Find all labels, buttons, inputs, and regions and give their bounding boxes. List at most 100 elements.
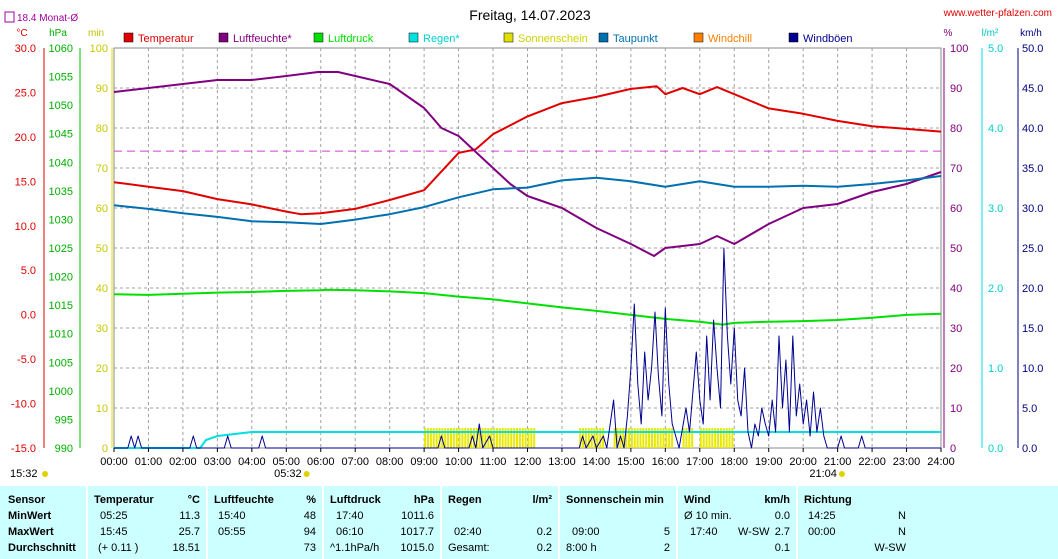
rain-tick-label: 2.0 bbox=[988, 283, 1003, 295]
site-link[interactable]: www.wetter-pfalzen.com bbox=[943, 8, 1052, 19]
x-tick-label: 07:00 bbox=[341, 456, 369, 468]
legend-label-regen: Regen* bbox=[423, 33, 460, 45]
stats-header-sensor: Sensor bbox=[8, 494, 46, 506]
stats-header-wind: Wind bbox=[684, 494, 711, 506]
temp-max-value: 25.7 bbox=[178, 526, 200, 538]
minutes-tick-label: 80 bbox=[96, 123, 108, 135]
minutes-tick-label: 70 bbox=[96, 163, 108, 175]
pressure-tick-label: 1045 bbox=[49, 129, 73, 141]
x-tick-label: 20:00 bbox=[789, 456, 817, 468]
rain-max-time: 02:40 bbox=[454, 526, 482, 538]
temp-tick-label: 5.0 bbox=[21, 265, 36, 277]
sunset-icon bbox=[838, 471, 845, 477]
pressure-tick-label: 1035 bbox=[49, 186, 73, 198]
dir-max-time: 00:00 bbox=[808, 526, 836, 538]
unit-pressure: hPa bbox=[49, 28, 67, 39]
legend-label-luftdruck: Luftdruck bbox=[328, 33, 374, 45]
minutes-tick-label: 60 bbox=[96, 203, 108, 215]
x-tick-label: 14:00 bbox=[583, 456, 611, 468]
minutes-tick-label: 50 bbox=[96, 243, 108, 255]
rain-tick-label: 3.0 bbox=[988, 203, 1003, 215]
legend-swatch-regen bbox=[408, 32, 419, 43]
rain-total-value: 0.2 bbox=[536, 542, 552, 554]
legend-swatch-taupunkt bbox=[598, 32, 609, 43]
minutes-tick-label: 0 bbox=[102, 443, 108, 455]
rain-tick-label: 4.0 bbox=[988, 123, 1003, 135]
temp-avg-value: 18.51 bbox=[172, 542, 200, 554]
temp-tick-label: -10.0 bbox=[11, 399, 36, 411]
axes: 30.0 25.0 20.0 15.0 10.0 5.0 0.0 -5.0 -10.0 -15.0… bbox=[11, 43, 1044, 455]
pressure-tick-label: 1005 bbox=[49, 357, 73, 369]
stats-unit-temp: °C bbox=[187, 494, 200, 506]
series bbox=[113, 71, 942, 449]
legend-swatch-luftdruck bbox=[313, 32, 324, 43]
legend: Temperatur Luftfeuchte* Luftdruck Regen* Son… bbox=[123, 32, 853, 45]
stats-header-luftfeuchte: Luftfeuchte bbox=[214, 494, 274, 506]
pressure-tick-label: 1015 bbox=[49, 300, 73, 312]
legend-label-sonnenschein: Sonnenschein bbox=[518, 33, 588, 45]
pres-max-time: 06:10 bbox=[336, 526, 364, 538]
x-tick-label: 12:00 bbox=[514, 456, 542, 468]
temp-max-time: 15:45 bbox=[100, 526, 128, 538]
stats-label-min: MinWert bbox=[8, 510, 52, 522]
temp-min-time: 05:25 bbox=[100, 510, 128, 522]
pressure-tick-label: 1000 bbox=[49, 386, 73, 398]
pressure-tick-label: 1030 bbox=[49, 214, 73, 226]
temp-tick-label: 20.0 bbox=[15, 132, 36, 144]
x-tick-label: 11:00 bbox=[480, 456, 507, 468]
series-line-temperatur bbox=[113, 85, 942, 216]
wind-max-direction: W-SW bbox=[738, 526, 770, 538]
temp-avg-trend: (+ 0.11 ) bbox=[98, 542, 139, 554]
wind-tick-label: 0.0 bbox=[1022, 443, 1037, 455]
humidity-tick-label: 60 bbox=[950, 203, 962, 215]
series-line-luftfeuchte bbox=[113, 71, 942, 257]
humidity-tick-label: 90 bbox=[950, 83, 962, 95]
unit-temp: °C bbox=[16, 28, 27, 39]
series-line-luftdruck bbox=[113, 288, 942, 326]
wind-tick-label: 15.0 bbox=[1022, 323, 1043, 335]
humidity-tick-label: 20 bbox=[950, 363, 962, 375]
wind-tick-label: 35.0 bbox=[1022, 163, 1043, 175]
x-tick-label: 24:00 bbox=[927, 456, 955, 468]
pressure-tick-label: 990 bbox=[55, 443, 73, 455]
rain-max-value: 0.2 bbox=[536, 526, 552, 538]
unit-percent: % bbox=[944, 28, 953, 39]
pres-avg-trend: ^1.1hPa/h bbox=[330, 542, 380, 554]
stats-label-max: MaxWert bbox=[8, 526, 54, 538]
pres-max-value: 1017.7 bbox=[400, 526, 434, 538]
x-tick-label: 08:00 bbox=[376, 456, 404, 468]
rain-tick-label: 1.0 bbox=[988, 363, 1003, 375]
humidity-tick-label: 0 bbox=[950, 443, 956, 455]
month-avg-label: 18.4 Monat-Ø bbox=[17, 13, 78, 24]
stats-header-luftdruck: Luftdruck bbox=[330, 494, 381, 506]
legend-swatch-windchill bbox=[693, 32, 704, 43]
rain-tick-label: 5.0 bbox=[988, 43, 1003, 55]
legend-label-windchill: Windchill bbox=[708, 33, 752, 45]
sunrise-label: 05:32 bbox=[274, 468, 302, 480]
stats-unit-druck: hPa bbox=[413, 494, 434, 506]
hum-min-time: 15:40 bbox=[218, 510, 246, 522]
x-tick-label: 05:00 bbox=[273, 456, 301, 468]
wind-max-value: 2.7 bbox=[774, 526, 790, 538]
minutes-tick-label: 20 bbox=[96, 363, 108, 375]
wind-tick-label: 10.0 bbox=[1022, 363, 1043, 375]
dir-avg-value: W-SW bbox=[874, 542, 906, 554]
x-tick-label: 13:00 bbox=[548, 456, 576, 468]
rain-tick-label: 0.0 bbox=[988, 443, 1003, 455]
wind-min-label: Ø 10 min. bbox=[684, 510, 732, 522]
weather-chart: Freitag, 14.07.2023 www.wetter-pfalzen.c… bbox=[4, 7, 1052, 480]
humidity-tick-label: 50 bbox=[950, 243, 962, 255]
wind-tick-label: 5.0 bbox=[1022, 403, 1037, 415]
wind-tick-label: 25.0 bbox=[1022, 243, 1043, 255]
stats-unit-wind: km/h bbox=[764, 494, 790, 506]
rain-total-label: Gesamt: bbox=[448, 542, 490, 554]
dir-max-value: N bbox=[898, 526, 906, 538]
dir-min-time: 14:25 bbox=[808, 510, 836, 522]
minutes-tick-label: 100 bbox=[90, 43, 108, 55]
stats-header-sonne: Sonnenschein min bbox=[566, 494, 664, 506]
stats-panel: Sensor MinWert MaxWert Durchschnitt Temp… bbox=[0, 486, 1058, 559]
pressure-tick-label: 1025 bbox=[49, 243, 73, 255]
sun-max-value: 5 bbox=[663, 526, 670, 538]
temp-tick-label: 15.0 bbox=[15, 176, 36, 188]
x-tick-label: 17:00 bbox=[686, 456, 714, 468]
